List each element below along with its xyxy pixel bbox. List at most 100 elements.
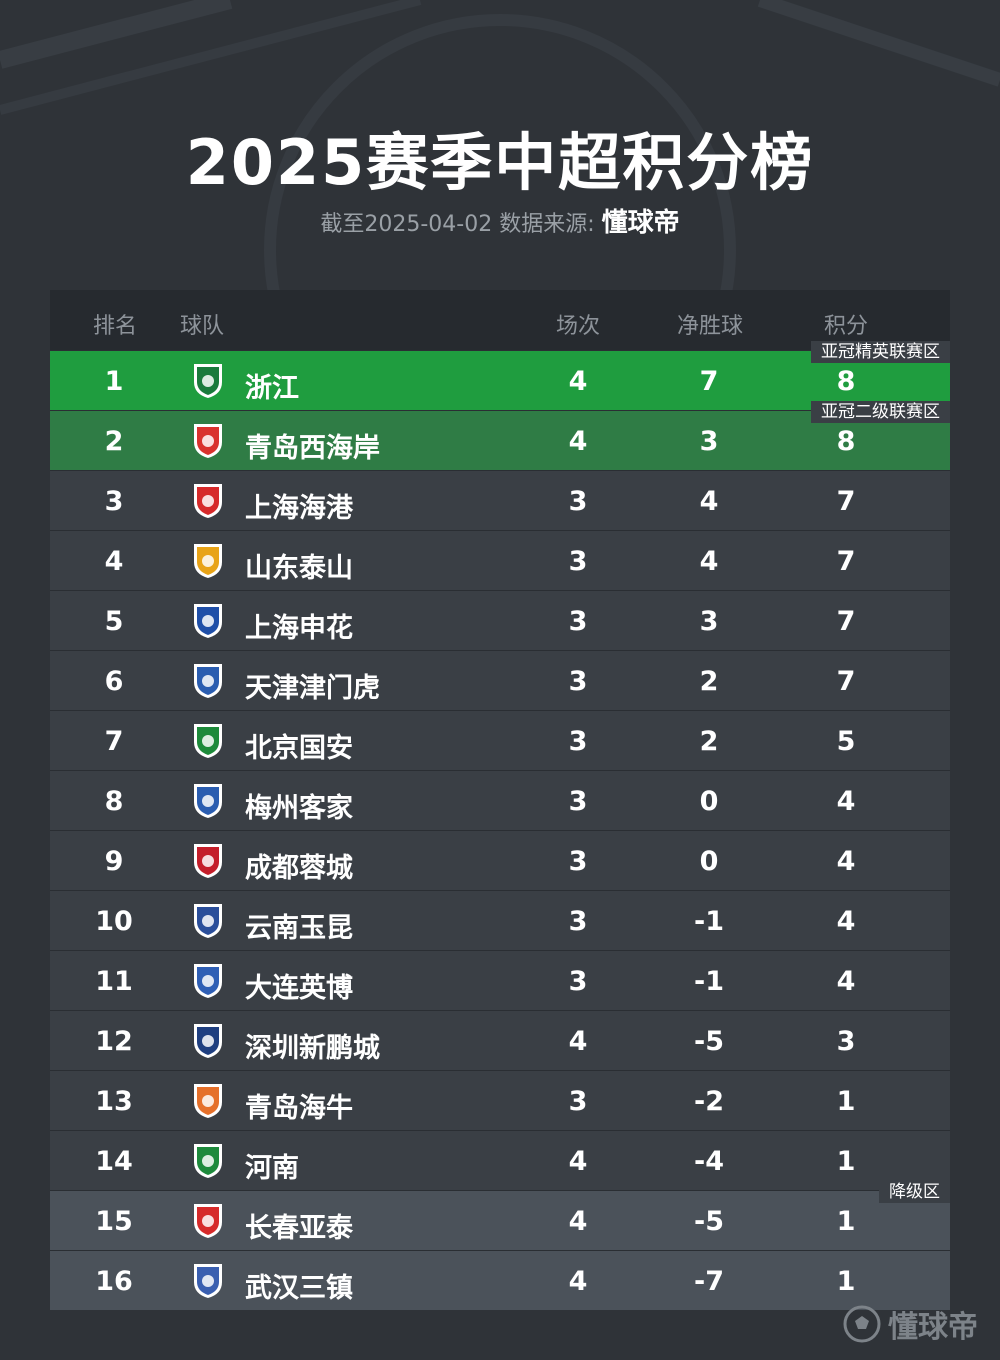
team-name: 北京国安 <box>245 733 353 764</box>
goal-diff-cell: -5 <box>694 1026 724 1057</box>
team-name: 青岛海牛 <box>245 1093 353 1124</box>
points-cell: 4 <box>836 846 856 877</box>
table-body: 1 浙江 4 7 8 亚冠精英联赛区 2 青岛西海岸 4 3 8 亚冠二级联赛区 3 上海海港 3 4 7 4 山东… <box>50 341 950 1310</box>
played-cell: 3 <box>568 486 588 517</box>
points-cell: 1 <box>836 1086 856 1117</box>
table-row[interactable]: 12 深圳新鹏城 4 -5 3 <box>50 1010 950 1070</box>
henan-logo-icon <box>194 1144 222 1178</box>
tianjin-jinmen-tiger-logo-icon <box>194 664 222 698</box>
points-cell: 1 <box>836 1206 856 1237</box>
shanghai-port-logo-icon <box>194 484 222 518</box>
as-of-date-text: 截至2025-04-02 数据来源: <box>320 212 595 237</box>
played-cell: 3 <box>568 906 588 937</box>
rank-cell: 7 <box>104 726 124 757</box>
rank-cell: 13 <box>95 1086 133 1117</box>
table-row[interactable]: 5 上海申花 3 3 7 <box>50 590 950 650</box>
played-cell: 4 <box>568 366 588 397</box>
played-cell: 3 <box>568 666 588 697</box>
goal-diff-cell: 3 <box>699 426 719 457</box>
team-name: 天津津门虎 <box>245 673 380 704</box>
team-name: 深圳新鹏城 <box>245 1033 380 1064</box>
table-row[interactable]: 14 河南 4 -4 1 <box>50 1130 950 1190</box>
table-row[interactable]: 9 成都蓉城 3 0 4 <box>50 830 950 890</box>
played-cell: 3 <box>568 786 588 817</box>
rank-cell: 10 <box>95 906 133 937</box>
played-cell: 4 <box>568 1146 588 1177</box>
rank-cell: 9 <box>104 846 124 877</box>
header-points: 积分 <box>823 314 868 339</box>
points-cell: 7 <box>836 486 856 517</box>
shenzhen-peng-city-logo-icon <box>194 1024 222 1058</box>
team-name: 长春亚泰 <box>245 1213 353 1244</box>
table-row[interactable]: 13 青岛海牛 3 -2 1 <box>50 1070 950 1130</box>
table-row[interactable]: 8 梅州客家 3 0 4 <box>50 770 950 830</box>
rank-cell: 3 <box>104 486 124 517</box>
rank-cell: 1 <box>104 366 124 397</box>
goal-diff-cell: 4 <box>699 546 719 577</box>
goal-diff-cell: -1 <box>694 906 724 937</box>
goal-diff-cell: 4 <box>699 486 719 517</box>
table-row[interactable]: 10 云南玉昆 3 -1 4 <box>50 890 950 950</box>
goal-diff-cell: -1 <box>694 966 724 997</box>
team-name: 浙江 <box>245 373 299 404</box>
goal-diff-cell: 7 <box>699 366 719 397</box>
header-played: 场次 <box>555 314 600 339</box>
table-row[interactable]: 15 长春亚泰 4 -5 1 降级区 <box>50 1181 950 1250</box>
table-header: 排名 球队 场次 净胜球 积分 <box>50 290 950 350</box>
watermark: 懂球帝 <box>842 1302 978 1346</box>
table-row[interactable]: 3 上海海港 3 4 7 <box>50 470 950 530</box>
zone-badge: 降级区 <box>879 1181 950 1203</box>
played-cell: 3 <box>568 966 588 997</box>
team-name: 青岛西海岸 <box>245 433 380 464</box>
data-source: 懂球帝 <box>601 208 680 238</box>
table-row[interactable]: 2 青岛西海岸 4 3 8 亚冠二级联赛区 <box>50 401 950 470</box>
table-row[interactable]: 6 天津津门虎 3 2 7 <box>50 650 950 710</box>
points-cell: 1 <box>836 1146 856 1177</box>
watermark-text: 懂球帝 <box>888 1310 978 1345</box>
table-row[interactable]: 4 山东泰山 3 4 7 <box>50 530 950 590</box>
points-cell: 1 <box>836 1266 856 1297</box>
table-row[interactable]: 1 浙江 4 7 8 亚冠精英联赛区 <box>50 341 950 410</box>
rank-cell: 11 <box>95 966 133 997</box>
team-name: 河南 <box>245 1153 299 1184</box>
played-cell: 3 <box>568 846 588 877</box>
zone-badge: 亚冠二级联赛区 <box>811 401 950 423</box>
zhejiang-logo-icon <box>194 364 222 398</box>
header-goal-diff: 净胜球 <box>676 314 743 339</box>
table-row[interactable]: 7 北京国安 3 2 5 <box>50 710 950 770</box>
table-row[interactable]: 16 武汉三镇 4 -7 1 <box>50 1250 950 1310</box>
yunnan-yukun-logo-icon <box>194 904 222 938</box>
points-cell: 4 <box>836 966 856 997</box>
points-cell: 5 <box>836 726 856 757</box>
shanghai-shenhua-logo-icon <box>194 604 222 638</box>
goal-diff-cell: 2 <box>699 666 719 697</box>
team-name: 云南玉昆 <box>245 913 353 944</box>
qingdao-hainiu-logo-icon <box>194 1084 222 1118</box>
rank-cell: 14 <box>95 1146 133 1177</box>
goal-diff-cell: 0 <box>699 846 719 877</box>
team-name: 上海海港 <box>245 493 353 524</box>
rank-cell: 15 <box>95 1206 133 1237</box>
played-cell: 4 <box>568 1206 588 1237</box>
played-cell: 4 <box>568 1266 588 1297</box>
table-row[interactable]: 11 大连英博 3 -1 4 <box>50 950 950 1010</box>
team-name: 成都蓉城 <box>245 853 353 884</box>
meizhou-hakka-logo-icon <box>194 784 222 818</box>
team-name: 梅州客家 <box>245 793 353 824</box>
page-subtitle: 截至2025-04-02 数据来源: 懂球帝 <box>0 202 1000 239</box>
goal-diff-cell: -7 <box>694 1266 724 1297</box>
team-name: 上海申花 <box>245 613 353 644</box>
points-cell: 8 <box>836 366 856 397</box>
goal-diff-cell: -5 <box>694 1206 724 1237</box>
points-cell: 4 <box>836 906 856 937</box>
rank-cell: 2 <box>104 426 124 457</box>
played-cell: 3 <box>568 546 588 577</box>
team-name: 武汉三镇 <box>245 1273 353 1304</box>
shandong-taishan-logo-icon <box>194 544 222 578</box>
header-rank: 排名 <box>92 314 137 339</box>
wuhan-three-towns-logo-icon <box>194 1264 222 1298</box>
points-cell: 8 <box>836 426 856 457</box>
background-decoration <box>0 0 1000 420</box>
points-cell: 3 <box>836 1026 856 1057</box>
beijing-guoan-logo-icon <box>194 724 222 758</box>
